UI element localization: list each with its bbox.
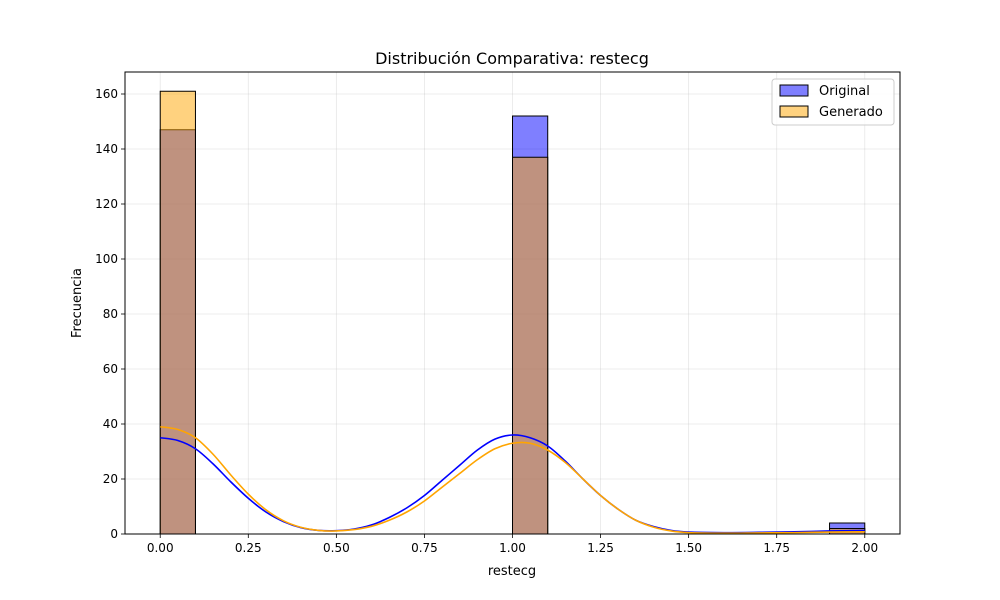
x-tick-label: 1.50 bbox=[675, 541, 702, 555]
bars bbox=[159, 90, 866, 535]
kde-line-generado bbox=[160, 425, 865, 534]
legend-swatch-generado bbox=[779, 105, 809, 118]
x-tick-label: 0.25 bbox=[235, 541, 262, 555]
legend-swatch-original bbox=[779, 84, 809, 97]
x-tick-label: 0.00 bbox=[147, 541, 174, 555]
legend: Original Generado bbox=[771, 78, 895, 126]
x-tick-label: 1.00 bbox=[499, 541, 526, 555]
y-tick-label: 80 bbox=[103, 307, 118, 321]
y-tick-label: 120 bbox=[95, 197, 118, 211]
y-tick-label: 40 bbox=[103, 417, 118, 431]
x-axis-label: restecg bbox=[488, 564, 536, 579]
y-axis-label: Frecuencia bbox=[70, 268, 85, 338]
y-ticks: 0 20 40 60 80 100 120 140 160 bbox=[95, 87, 125, 541]
bar-generado-1 bbox=[512, 156, 549, 535]
x-tick-label: 2.00 bbox=[851, 541, 878, 555]
y-tick-label: 160 bbox=[95, 87, 118, 101]
x-tick-label: 0.50 bbox=[323, 541, 350, 555]
y-tick-label: 20 bbox=[103, 472, 118, 486]
bar-generado-0 bbox=[159, 90, 196, 535]
x-ticks: 0.00 0.25 0.50 0.75 1.00 1.25 1.50 1.75 2.00 bbox=[147, 534, 878, 555]
legend-label-original: Original bbox=[819, 84, 870, 99]
y-tick-label: 60 bbox=[103, 362, 118, 376]
kde-curves bbox=[160, 425, 865, 534]
y-tick-label: 0 bbox=[110, 527, 118, 541]
x-tick-label: 1.25 bbox=[587, 541, 614, 555]
y-tick-label: 140 bbox=[95, 142, 118, 156]
chart-title: Distribución Comparativa: restecg bbox=[375, 49, 649, 68]
y-tick-label: 100 bbox=[95, 252, 118, 266]
legend-label-generado: Generado bbox=[819, 105, 883, 120]
x-tick-label: 1.75 bbox=[763, 541, 790, 555]
x-tick-label: 0.75 bbox=[411, 541, 438, 555]
